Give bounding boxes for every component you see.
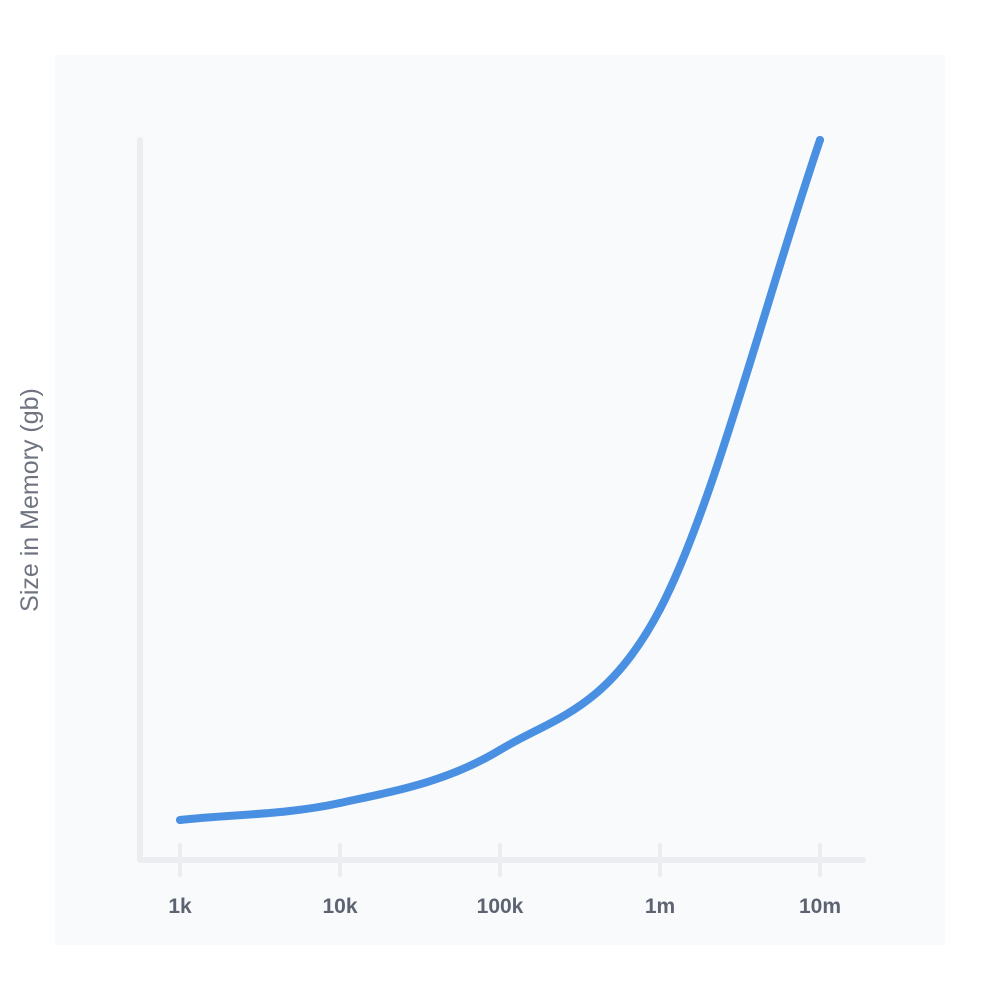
data-point-1m: [656, 605, 664, 614]
data-point-10k: [336, 799, 344, 807]
data-point-100k: [496, 745, 504, 754]
x-tick-label-1k: 1k: [168, 895, 192, 918]
data-point-10m: [816, 136, 824, 144]
x-tick-label-10k: 10k: [322, 895, 357, 918]
y-axis-title: Size in Memory (gb): [16, 388, 44, 612]
chart-background: [55, 55, 945, 945]
x-tick-label-100k: 100k: [477, 895, 524, 918]
x-tick-label-10m: 10m: [799, 895, 841, 918]
y-axis-title-container: Size in Memory (gb): [16, 388, 44, 612]
data-point-1k: [176, 816, 184, 824]
x-tick-label-1m: 1m: [645, 895, 675, 918]
series-line: [176, 136, 824, 824]
